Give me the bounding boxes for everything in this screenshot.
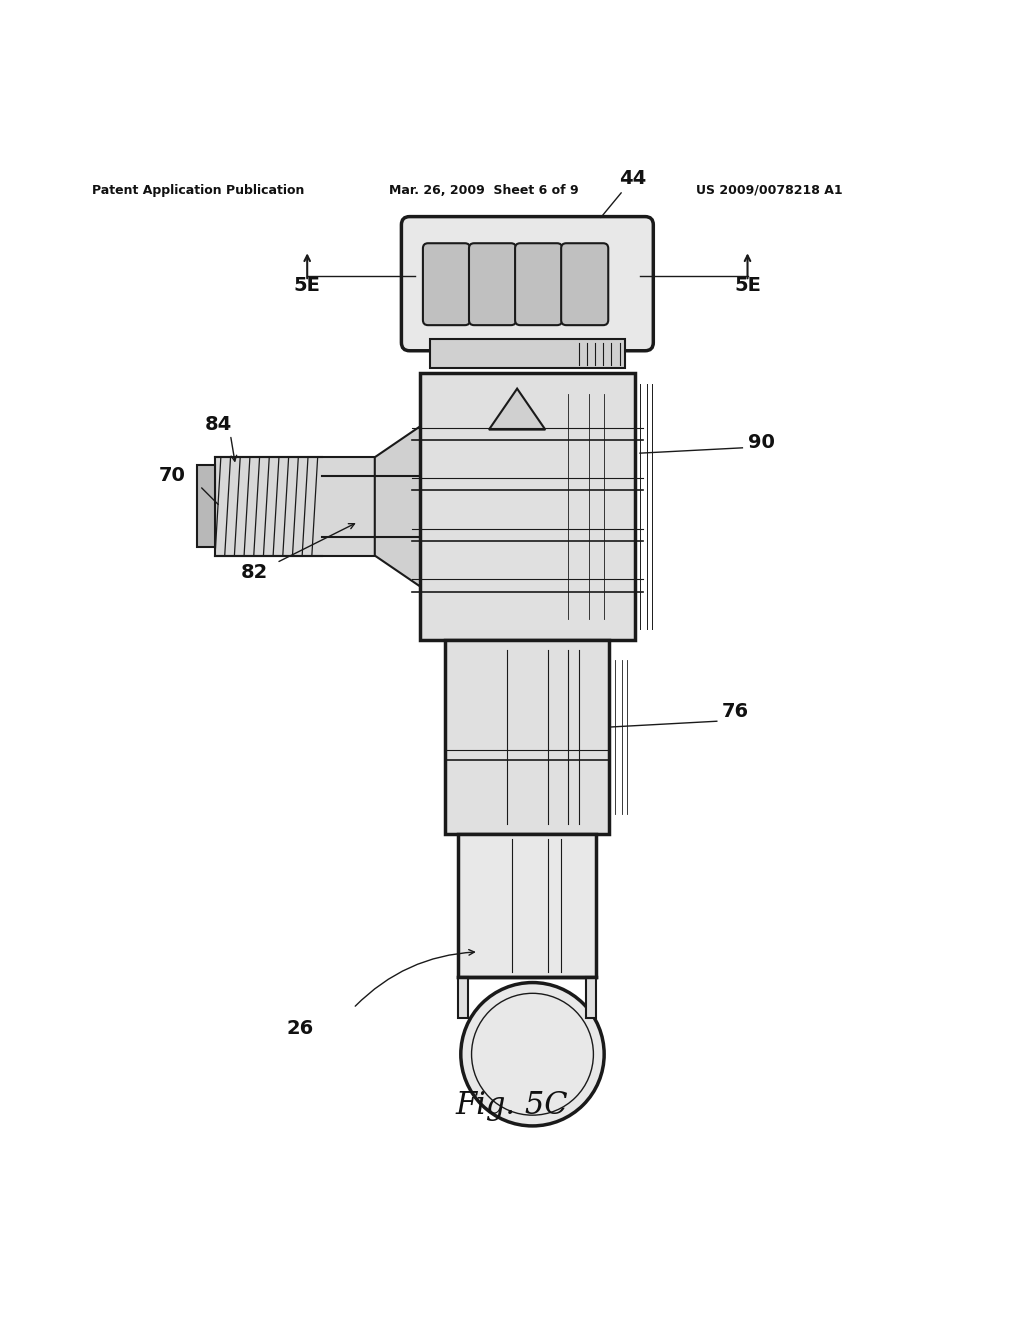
FancyBboxPatch shape <box>401 216 653 351</box>
Circle shape <box>461 982 604 1126</box>
Bar <box>197 466 215 548</box>
Text: 76: 76 <box>722 702 749 721</box>
Bar <box>420 374 635 639</box>
Bar <box>215 457 420 556</box>
Text: 5E: 5E <box>294 276 321 296</box>
Bar <box>586 977 596 1019</box>
Text: US 2009/0078218 A1: US 2009/0078218 A1 <box>696 183 843 197</box>
Text: 70: 70 <box>159 466 185 484</box>
Bar <box>459 834 596 977</box>
Bar <box>459 977 469 1019</box>
Bar <box>445 639 609 834</box>
Polygon shape <box>489 388 545 429</box>
Text: Fig. 5C: Fig. 5C <box>456 1090 568 1121</box>
FancyBboxPatch shape <box>469 243 516 325</box>
FancyBboxPatch shape <box>515 243 562 325</box>
FancyBboxPatch shape <box>423 243 470 325</box>
Text: 82: 82 <box>241 564 268 582</box>
Text: 5E: 5E <box>734 276 761 296</box>
Text: Patent Application Publication: Patent Application Publication <box>92 183 304 197</box>
Text: 84: 84 <box>205 414 232 433</box>
Text: Mar. 26, 2009  Sheet 6 of 9: Mar. 26, 2009 Sheet 6 of 9 <box>389 183 579 197</box>
Text: 44: 44 <box>601 169 647 218</box>
Polygon shape <box>375 426 420 586</box>
Text: 90: 90 <box>748 433 774 451</box>
Text: 26: 26 <box>287 1019 314 1038</box>
Bar <box>430 339 625 368</box>
FancyBboxPatch shape <box>561 243 608 325</box>
